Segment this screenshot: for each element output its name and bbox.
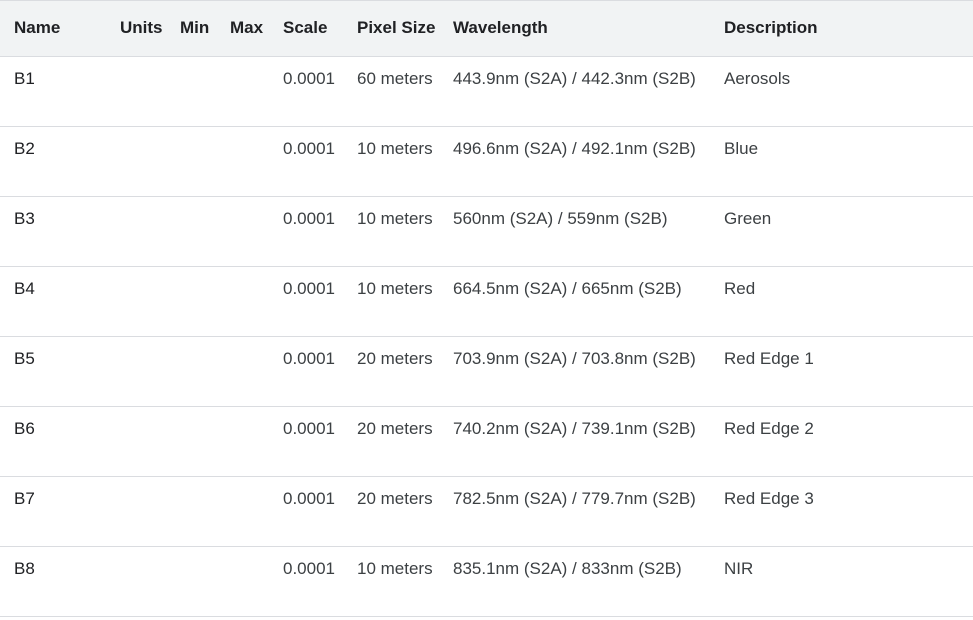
cell-min: [173, 266, 223, 337]
cell-description: Red: [717, 266, 973, 337]
cell-wavelength: 496.6nm (S2A) / 492.1nm (S2B): [446, 126, 717, 197]
cell-max: [223, 266, 276, 337]
cell-pixel-size: 10 meters: [350, 126, 446, 197]
cell-description: NIR: [717, 546, 973, 617]
table-row: B5 0.0001 20 meters 703.9nm (S2A) / 703.8nm…: [0, 336, 973, 407]
cell-max: [223, 476, 276, 547]
header-row: Name Units Min Max Scale Pixel Size Wave…: [0, 0, 973, 57]
table-body: B1 0.0001 60 meters 443.9nm (S2A) / 442.3nm…: [0, 56, 973, 617]
cell-name: B5: [0, 336, 113, 407]
cell-wavelength: 835.1nm (S2A) / 833nm (S2B): [446, 546, 717, 617]
cell-name: B6: [0, 406, 113, 477]
header-name[interactable]: Name: [0, 0, 113, 57]
cell-max: [223, 546, 276, 617]
cell-scale: 0.0001: [276, 406, 350, 477]
header-units[interactable]: Units: [113, 0, 173, 57]
cell-scale: 0.0001: [276, 56, 350, 127]
cell-min: [173, 196, 223, 267]
cell-units: [113, 336, 173, 407]
cell-wavelength: 703.9nm (S2A) / 703.8nm (S2B): [446, 336, 717, 407]
cell-pixel-size: 60 meters: [350, 56, 446, 127]
cell-description: Red Edge 3: [717, 476, 973, 547]
table-row: B1 0.0001 60 meters 443.9nm (S2A) / 442.3nm…: [0, 56, 973, 127]
header-wavelength[interactable]: Wavelength: [446, 0, 717, 57]
cell-wavelength: 740.2nm (S2A) / 739.1nm (S2B): [446, 406, 717, 477]
cell-name: B2: [0, 126, 113, 197]
cell-units: [113, 126, 173, 197]
cell-min: [173, 476, 223, 547]
cell-min: [173, 406, 223, 477]
cell-max: [223, 406, 276, 477]
cell-min: [173, 546, 223, 617]
cell-scale: 0.0001: [276, 336, 350, 407]
cell-pixel-size: 20 meters: [350, 476, 446, 547]
cell-name: B3: [0, 196, 113, 267]
cell-max: [223, 336, 276, 407]
cell-name: B7: [0, 476, 113, 547]
header-min[interactable]: Min: [173, 0, 223, 57]
cell-description: Red Edge 2: [717, 406, 973, 477]
cell-min: [173, 56, 223, 127]
cell-pixel-size: 20 meters: [350, 406, 446, 477]
cell-scale: 0.0001: [276, 196, 350, 267]
cell-min: [173, 126, 223, 197]
table-row: B2 0.0001 10 meters 496.6nm (S2A) / 492.1nm…: [0, 126, 973, 197]
cell-pixel-size: 20 meters: [350, 336, 446, 407]
table-row: B3 0.0001 10 meters 560nm (S2A) / 559nm (S2…: [0, 196, 973, 267]
cell-units: [113, 266, 173, 337]
table-header: Name Units Min Max Scale Pixel Size Wave…: [0, 0, 973, 57]
table-row: B7 0.0001 20 meters 782.5nm (S2A) / 779.7nm…: [0, 476, 973, 547]
cell-pixel-size: 10 meters: [350, 266, 446, 337]
table-row: B8 0.0001 10 meters 835.1nm (S2A) / 833nm (…: [0, 546, 973, 617]
cell-wavelength: 443.9nm (S2A) / 442.3nm (S2B): [446, 56, 717, 127]
cell-scale: 0.0001: [276, 546, 350, 617]
cell-max: [223, 126, 276, 197]
cell-units: [113, 56, 173, 127]
cell-description: Green: [717, 196, 973, 267]
header-max[interactable]: Max: [223, 0, 276, 57]
cell-units: [113, 476, 173, 547]
header-pixel-size[interactable]: Pixel Size: [350, 0, 446, 57]
cell-scale: 0.0001: [276, 266, 350, 337]
cell-pixel-size: 10 meters: [350, 546, 446, 617]
cell-max: [223, 56, 276, 127]
cell-pixel-size: 10 meters: [350, 196, 446, 267]
cell-min: [173, 336, 223, 407]
cell-description: Aerosols: [717, 56, 973, 127]
table-row: B6 0.0001 20 meters 740.2nm (S2A) / 739.1nm…: [0, 406, 973, 477]
cell-units: [113, 546, 173, 617]
cell-scale: 0.0001: [276, 126, 350, 197]
table-top-border: [0, 0, 973, 1]
cell-name: B4: [0, 266, 113, 337]
cell-units: [113, 406, 173, 477]
cell-name: B8: [0, 546, 113, 617]
cell-units: [113, 196, 173, 267]
cell-name: B1: [0, 56, 113, 127]
cell-wavelength: 560nm (S2A) / 559nm (S2B): [446, 196, 717, 267]
header-scale[interactable]: Scale: [276, 0, 350, 57]
cell-scale: 0.0001: [276, 476, 350, 547]
cell-wavelength: 664.5nm (S2A) / 665nm (S2B): [446, 266, 717, 337]
table-row: B4 0.0001 10 meters 664.5nm (S2A) / 665nm (…: [0, 266, 973, 337]
cell-max: [223, 196, 276, 267]
header-description[interactable]: Description: [717, 0, 973, 57]
cell-description: Blue: [717, 126, 973, 197]
cell-wavelength: 782.5nm (S2A) / 779.7nm (S2B): [446, 476, 717, 547]
cell-description: Red Edge 1: [717, 336, 973, 407]
